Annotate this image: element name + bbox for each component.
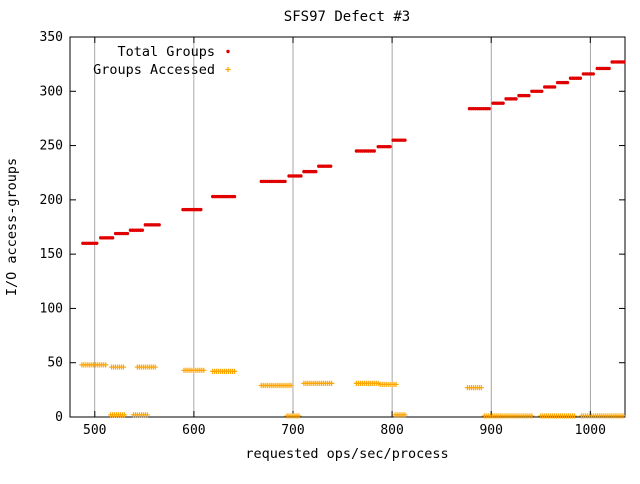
data-point-groups-accessed (529, 413, 535, 419)
data-point-groups-accessed (121, 412, 128, 418)
data-point-total-groups (157, 223, 161, 227)
legend-total-groups-label: Total Groups (117, 44, 215, 60)
data-point-total-groups (487, 106, 491, 111)
data-point-total-groups (578, 76, 583, 80)
data-point-total-groups (95, 241, 99, 245)
x-tick-label: 600 (182, 423, 205, 438)
x-tick-label: 900 (479, 423, 502, 438)
data-point-groups-accessed (103, 362, 109, 368)
y-tick-label: 200 (40, 193, 63, 208)
x-axis-label: requested ops/sec/process (245, 446, 448, 462)
data-point-total-groups (591, 72, 595, 76)
data-point-total-groups (199, 207, 203, 212)
plot-border (69, 36, 626, 418)
data-point-total-groups (565, 80, 570, 85)
data-point-groups-accessed (296, 413, 302, 419)
y-tick-labels: 0 50 100 150 200 250 300 350 (40, 30, 63, 425)
data-point-total-groups (607, 66, 611, 71)
data-point-total-groups (299, 174, 303, 178)
legend-total-groups-marker (226, 49, 230, 54)
data-point-total-groups (622, 60, 626, 64)
x-tick-label: 1000 (575, 423, 606, 438)
data-point-total-groups (527, 93, 531, 98)
data-point-total-groups (514, 97, 518, 101)
data-point-total-groups (403, 138, 407, 142)
y-tick-label: 300 (40, 84, 63, 99)
y-tick-label: 350 (40, 30, 63, 45)
legend-groups-accessed-label: Groups Accessed (93, 62, 215, 78)
data-point-groups-accessed (402, 412, 408, 418)
data-point-groups-accessed (120, 364, 127, 370)
data-point-total-groups (552, 85, 557, 89)
data-point-total-groups (140, 228, 145, 232)
data-points (79, 60, 626, 419)
data-point-total-groups (125, 231, 130, 236)
gridlines (94, 37, 591, 417)
data-point-groups-accessed (152, 364, 158, 370)
data-point-total-groups (501, 101, 505, 105)
data-point-groups-accessed (571, 413, 578, 419)
data-point-groups-accessed (393, 381, 399, 388)
x-tick-label: 700 (281, 423, 304, 438)
data-point-total-groups (314, 169, 318, 174)
y-tick-label: 100 (40, 301, 63, 316)
data-point-groups-accessed (329, 380, 335, 386)
y-tick-label: 0 (55, 410, 63, 425)
legend-markers (225, 49, 231, 73)
data-point-total-groups (540, 89, 544, 93)
x-tick-label: 500 (83, 423, 106, 438)
y-tick-label: 150 (40, 247, 63, 262)
data-point-total-groups (110, 236, 115, 240)
data-point-total-groups (372, 149, 376, 153)
legend-groups-accessed-marker (225, 66, 231, 73)
data-point-total-groups (232, 194, 237, 199)
y-tick-label: 50 (47, 356, 63, 371)
data-point-groups-accessed (144, 412, 150, 418)
axis-ticks (70, 36, 625, 418)
data-point-total-groups (388, 144, 392, 149)
y-axis-label: I/O access-groups (4, 158, 20, 296)
x-tick-labels: 500 600 700 800 900 1000 (83, 423, 606, 438)
data-point-groups-accessed (201, 367, 207, 373)
data-point-groups-accessed (288, 382, 294, 389)
y-tick-label: 250 (40, 139, 63, 154)
data-point-groups-accessed (620, 413, 626, 419)
x-tick-label: 800 (380, 423, 403, 438)
data-point-groups-accessed (231, 368, 238, 374)
chart-title: SFS97 Defect #3 (284, 9, 410, 25)
data-point-groups-accessed (478, 385, 484, 391)
data-point-total-groups (328, 164, 333, 168)
data-point-total-groups (283, 179, 287, 184)
